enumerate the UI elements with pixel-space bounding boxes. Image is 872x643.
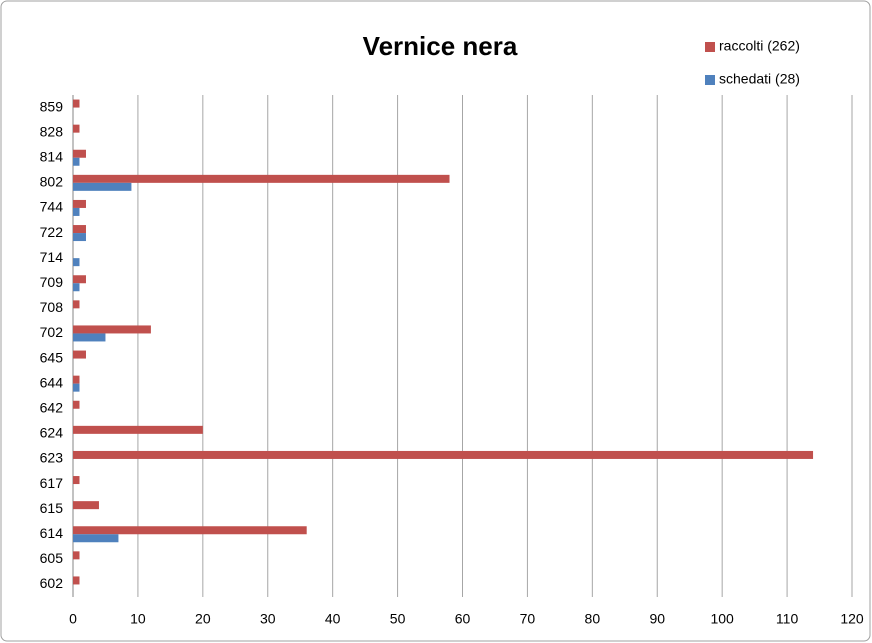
- bar: [73, 476, 80, 485]
- bar: [73, 551, 80, 560]
- y-tick-label: 645: [40, 349, 64, 365]
- y-tick-label: 602: [40, 575, 64, 591]
- y-tick-label: 802: [40, 174, 64, 190]
- x-tick-label: 90: [649, 611, 665, 627]
- y-tick-label: 709: [40, 274, 64, 290]
- bar: [73, 325, 151, 334]
- y-tick-label: 702: [40, 324, 64, 340]
- y-tick-label: 814: [40, 148, 64, 164]
- x-tick-label: 50: [390, 611, 406, 627]
- y-tick-label: 605: [40, 550, 64, 566]
- bar: [73, 149, 86, 158]
- y-tick-label: 859: [40, 98, 64, 114]
- x-tick-label: 10: [130, 611, 146, 627]
- bar: [73, 350, 86, 359]
- bar: [73, 283, 80, 292]
- y-tick-label: 714: [40, 249, 64, 265]
- y-tick-label: 644: [40, 374, 64, 390]
- bar: [73, 258, 80, 267]
- x-tick-label: 20: [195, 611, 211, 627]
- x-tick-label: 0: [69, 611, 77, 627]
- y-tick-label: 617: [40, 475, 64, 491]
- bar: [73, 233, 86, 242]
- bar: [73, 199, 86, 208]
- bar: [73, 576, 80, 585]
- chart-title: Vernice nera: [363, 31, 518, 61]
- y-tick-label: 615: [40, 500, 64, 516]
- bar: [73, 174, 450, 183]
- bar: [73, 425, 203, 434]
- bar: [73, 275, 86, 284]
- bar: [73, 99, 80, 108]
- legend-label: raccolti (262): [719, 38, 800, 54]
- bar: [73, 501, 99, 510]
- legend-swatch: [705, 42, 715, 52]
- y-tick-label: 828: [40, 123, 64, 139]
- bar: [73, 300, 80, 309]
- y-tick-label: 614: [40, 525, 64, 541]
- bar: [73, 400, 80, 409]
- bar: [73, 526, 307, 535]
- bar: [73, 450, 814, 459]
- legend-swatch: [705, 75, 715, 85]
- bar: [73, 383, 80, 392]
- bar: [73, 182, 132, 191]
- bar: [73, 157, 80, 166]
- x-tick-label: 120: [840, 611, 864, 627]
- x-tick-label: 40: [325, 611, 341, 627]
- bar: [73, 124, 80, 133]
- x-tick-label: 30: [260, 611, 276, 627]
- y-tick-label: 623: [40, 450, 64, 466]
- legend-label: schedati (28): [719, 71, 800, 87]
- y-tick-label: 722: [40, 224, 64, 240]
- bar: [73, 333, 106, 342]
- bar: [73, 225, 86, 234]
- y-tick-label: 624: [40, 425, 64, 441]
- x-tick-label: 100: [710, 611, 734, 627]
- y-tick-label: 744: [40, 199, 64, 215]
- x-tick-label: 60: [455, 611, 471, 627]
- bar: [73, 375, 80, 384]
- y-tick-label: 708: [40, 299, 64, 315]
- x-tick-label: 80: [585, 611, 601, 627]
- x-tick-label: 110: [776, 611, 799, 627]
- bar: [73, 534, 119, 543]
- x-tick-label: 70: [520, 611, 536, 627]
- bar: [73, 207, 80, 216]
- y-tick-label: 642: [40, 399, 64, 415]
